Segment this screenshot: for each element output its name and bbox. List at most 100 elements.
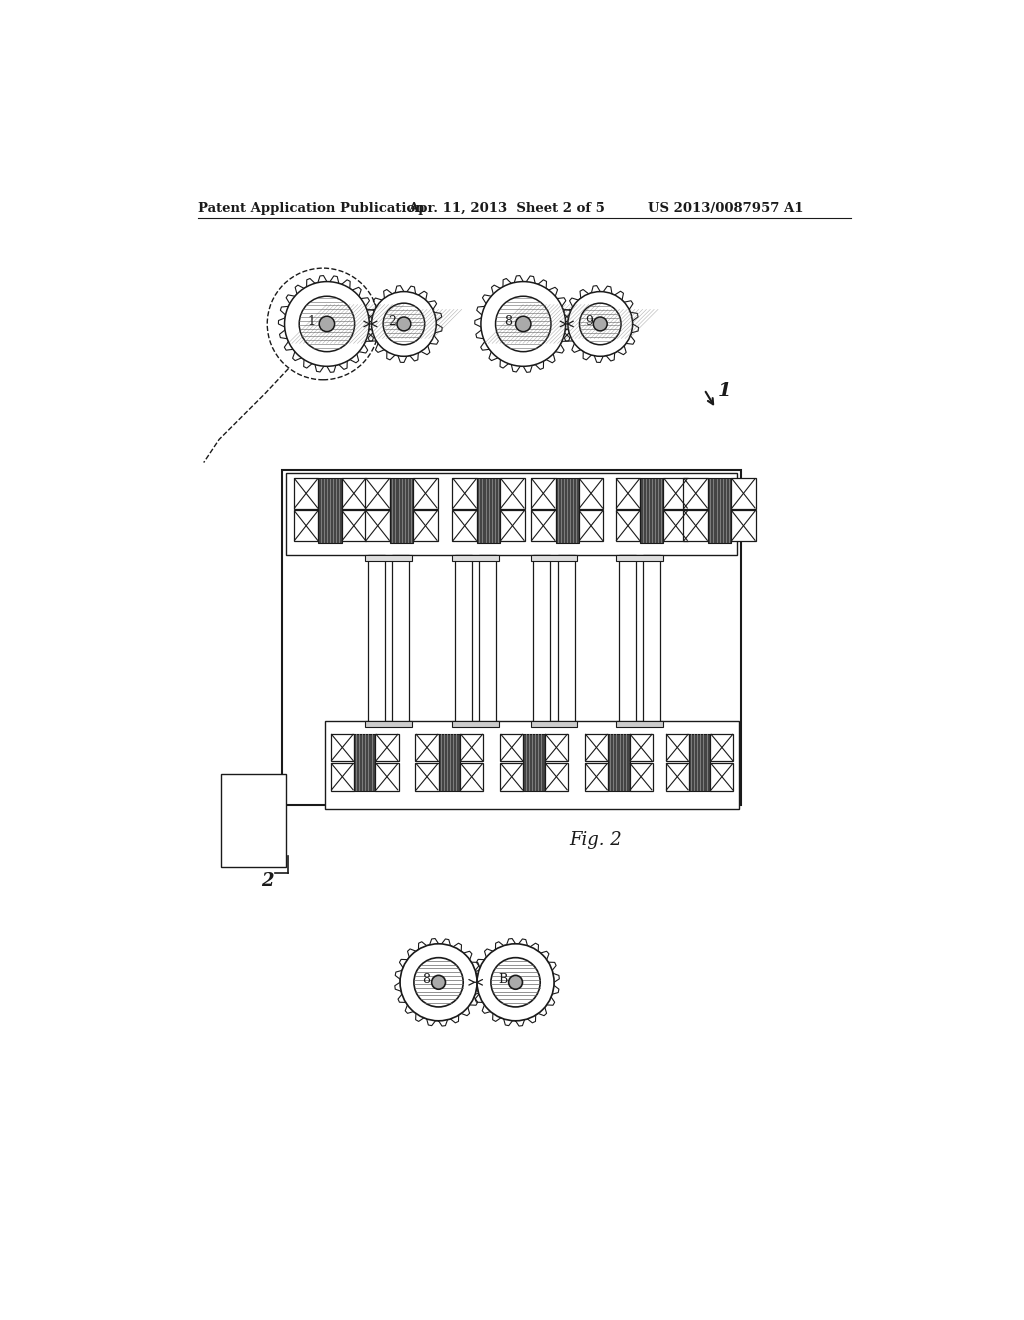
Circle shape: [481, 281, 565, 367]
Text: 1: 1: [717, 381, 731, 400]
Bar: [286, 473, 737, 554]
Bar: [390, 478, 413, 543]
Circle shape: [477, 944, 554, 1020]
Bar: [366, 554, 412, 561]
Bar: [342, 478, 367, 508]
Bar: [689, 734, 711, 791]
Bar: [376, 734, 398, 762]
Circle shape: [509, 975, 522, 989]
Bar: [585, 734, 608, 762]
Bar: [366, 478, 390, 508]
Circle shape: [372, 292, 436, 356]
Text: 8: 8: [422, 973, 430, 986]
Bar: [460, 734, 483, 762]
Bar: [615, 511, 640, 541]
Text: 1: 1: [307, 314, 315, 327]
Bar: [460, 763, 483, 791]
Bar: [545, 763, 568, 791]
Bar: [479, 554, 497, 721]
Bar: [318, 478, 342, 543]
Bar: [531, 511, 556, 541]
Bar: [500, 511, 525, 541]
Bar: [664, 478, 688, 508]
Bar: [331, 763, 354, 791]
Bar: [630, 763, 652, 791]
Bar: [438, 734, 460, 791]
Bar: [342, 511, 367, 541]
Bar: [666, 734, 689, 762]
Text: Patent Application Publication: Patent Application Publication: [199, 202, 425, 215]
Bar: [558, 554, 574, 721]
Bar: [531, 554, 578, 561]
Bar: [579, 511, 603, 541]
Circle shape: [383, 304, 425, 345]
Bar: [616, 721, 663, 726]
Circle shape: [490, 958, 541, 1007]
Circle shape: [580, 304, 621, 345]
Circle shape: [568, 292, 633, 356]
Bar: [630, 734, 652, 762]
Text: 8: 8: [504, 314, 512, 327]
Text: 2: 2: [388, 315, 396, 329]
Bar: [683, 511, 708, 541]
Bar: [666, 763, 689, 791]
Bar: [608, 734, 630, 791]
Bar: [453, 511, 477, 541]
Bar: [731, 511, 756, 541]
Bar: [453, 721, 499, 726]
Bar: [708, 478, 731, 543]
Circle shape: [397, 317, 411, 331]
Bar: [545, 734, 568, 762]
Circle shape: [414, 958, 463, 1007]
Circle shape: [432, 975, 445, 989]
Bar: [643, 554, 660, 721]
Bar: [500, 734, 523, 762]
Bar: [220, 775, 286, 867]
Bar: [455, 554, 472, 721]
Bar: [294, 511, 318, 541]
Bar: [531, 721, 578, 726]
Bar: [664, 511, 688, 541]
Bar: [283, 470, 741, 805]
Bar: [556, 478, 579, 543]
Circle shape: [285, 281, 370, 367]
Bar: [615, 478, 640, 508]
Text: Apr. 11, 2013  Sheet 2 of 5: Apr. 11, 2013 Sheet 2 of 5: [408, 202, 604, 215]
Bar: [413, 511, 438, 541]
Bar: [711, 734, 733, 762]
Bar: [416, 734, 438, 762]
Text: 9: 9: [585, 315, 593, 329]
Bar: [731, 478, 756, 508]
Bar: [618, 554, 636, 721]
Circle shape: [299, 296, 354, 351]
Bar: [325, 721, 739, 809]
Bar: [711, 763, 733, 791]
Bar: [453, 478, 477, 508]
Text: 2: 2: [261, 871, 274, 890]
Bar: [683, 478, 708, 508]
Bar: [500, 478, 525, 508]
Bar: [585, 763, 608, 791]
Circle shape: [515, 317, 531, 331]
Circle shape: [400, 944, 477, 1020]
Bar: [477, 478, 500, 543]
Bar: [523, 734, 545, 791]
Circle shape: [496, 296, 551, 351]
Text: US 2013/0087957 A1: US 2013/0087957 A1: [648, 202, 804, 215]
Bar: [500, 763, 523, 791]
Bar: [616, 554, 663, 561]
Bar: [640, 478, 664, 543]
Bar: [531, 478, 556, 508]
Bar: [579, 478, 603, 508]
Bar: [376, 763, 398, 791]
Bar: [366, 721, 412, 726]
Bar: [534, 554, 550, 721]
Bar: [354, 734, 376, 791]
Circle shape: [593, 317, 607, 331]
Bar: [294, 478, 318, 508]
Bar: [368, 554, 385, 721]
Text: B: B: [499, 973, 508, 986]
Bar: [413, 478, 438, 508]
Bar: [331, 734, 354, 762]
Circle shape: [319, 317, 335, 331]
